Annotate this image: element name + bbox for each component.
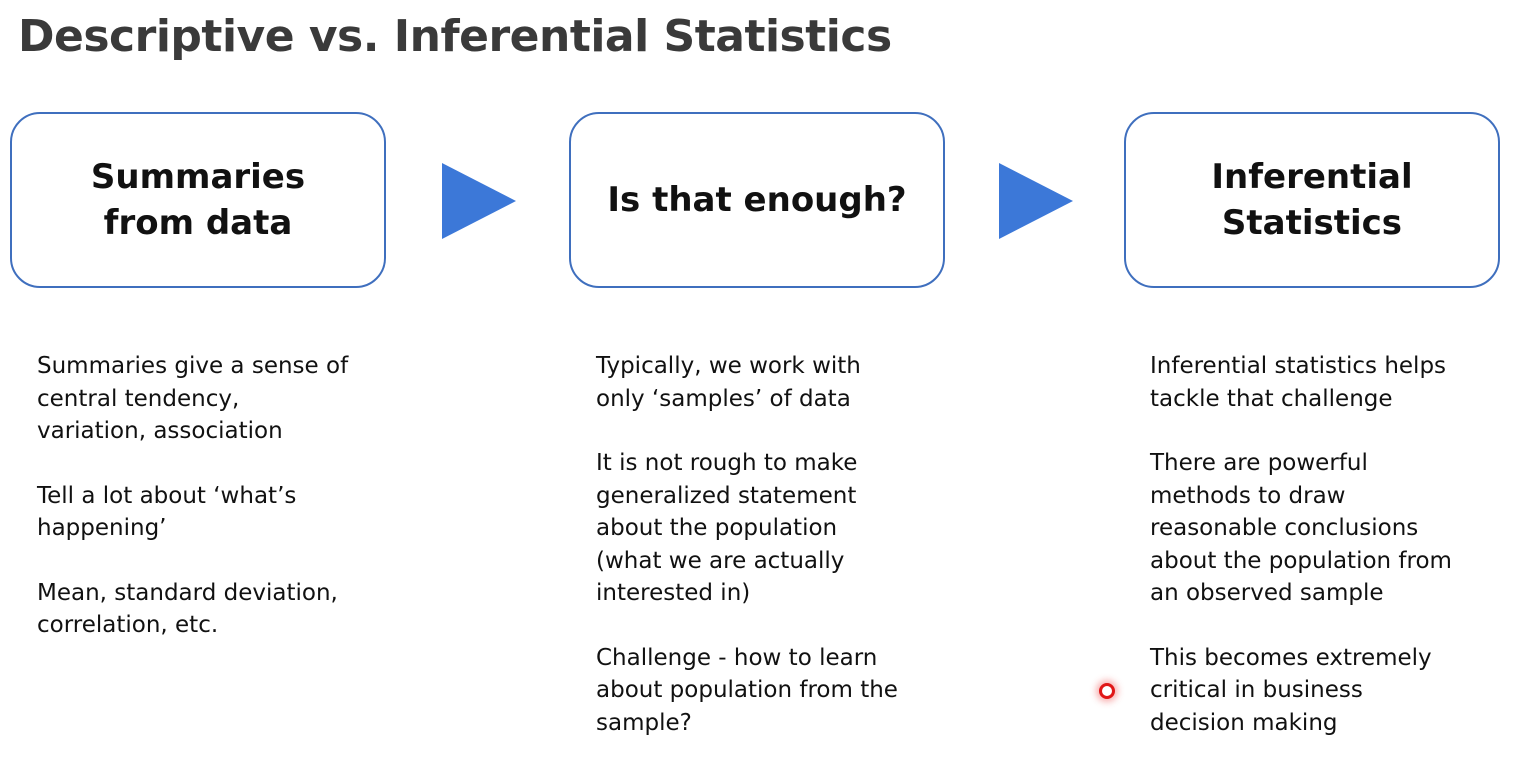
column-paragraph: It is not rough to make generalized stat…	[596, 450, 858, 606]
column-paragraph: Tell a lot about ‘what’s happening’	[37, 482, 297, 542]
inferential-column: Inferential statistics helps tackle that…	[1150, 350, 1500, 771]
question-column: Typically, we work with only ‘samples’ o…	[596, 350, 936, 771]
inferential-statistics-box: Inferential Statistics	[1124, 112, 1500, 288]
play-arrow-icon	[442, 163, 516, 239]
is-that-enough-box: Is that enough?	[569, 112, 945, 288]
inferential-statistics-box-label: Inferential Statistics	[1211, 157, 1413, 243]
slide-title: Descriptive vs. Inferential Statistics	[18, 11, 892, 62]
column-paragraph: Typically, we work with only ‘samples’ o…	[596, 353, 861, 412]
laser-pointer-icon	[1099, 683, 1115, 699]
is-that-enough-box-label: Is that enough?	[607, 180, 907, 220]
summaries-box-label: Summaries from data	[90, 157, 306, 243]
column-paragraph: Summaries give a sense of central tenden…	[37, 353, 349, 444]
column-paragraph: Inferential statistics helps tackle that…	[1150, 353, 1447, 412]
descriptive-column: Summaries give a sense of central tenden…	[37, 350, 377, 674]
column-paragraph: This becomes extremely critical in busin…	[1150, 644, 1432, 736]
column-paragraph: There are powerful methods to draw reaso…	[1150, 450, 1452, 606]
play-arrow-icon	[999, 163, 1073, 239]
column-paragraph: Mean, standard deviation, correlation, e…	[37, 579, 338, 639]
summaries-box: Summaries from data	[10, 112, 386, 288]
column-paragraph: Challenge - how to learn about populatio…	[596, 644, 898, 736]
